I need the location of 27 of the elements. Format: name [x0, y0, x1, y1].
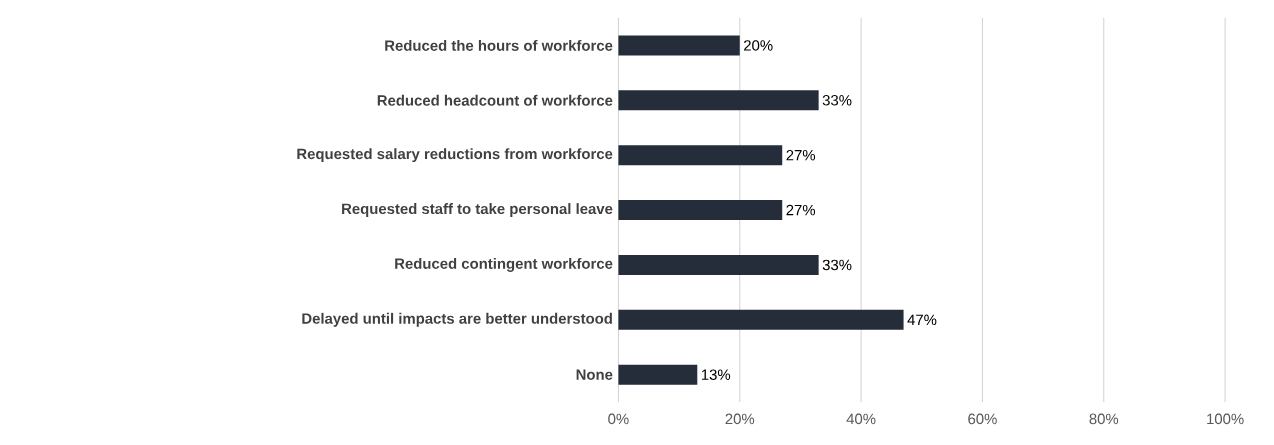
bar: [618, 254, 819, 275]
data-label: 13%: [701, 369, 731, 380]
x-tick-label: 20%: [725, 413, 755, 425]
y-tick-label: Reduced the hours of workforce: [385, 39, 613, 51]
bar: [618, 145, 783, 166]
y-tick-label: Delayed until impacts are better understood: [302, 312, 612, 327]
data-label: 33%: [822, 259, 852, 271]
y-tick-label: Reduced headcount of workforce: [377, 94, 613, 106]
x-tick-label: 40%: [846, 413, 876, 425]
x-tick-label: 80%: [1089, 413, 1119, 425]
y-tick-label: Requested staff to take personal leave: [342, 203, 613, 217]
bar: [618, 35, 740, 56]
data-label: 27%: [786, 149, 816, 161]
data-label: 47%: [907, 314, 937, 326]
bar: [618, 364, 698, 385]
data-label: 20%: [744, 40, 773, 51]
bar: [618, 309, 904, 330]
y-tick-label: Requested salary reductions from workforce: [297, 148, 613, 163]
x-tick-label: 100%: [1207, 413, 1244, 425]
x-tick-label: 0%: [608, 413, 629, 425]
x-tick-label: 60%: [968, 413, 997, 425]
bar: [618, 90, 819, 111]
bar: [618, 200, 783, 221]
data-label: 33%: [822, 94, 852, 106]
data-label: 27%: [786, 204, 816, 216]
y-tick-label: Reduced contingent workforce: [395, 257, 613, 272]
y-tick-label: None: [576, 369, 613, 380]
